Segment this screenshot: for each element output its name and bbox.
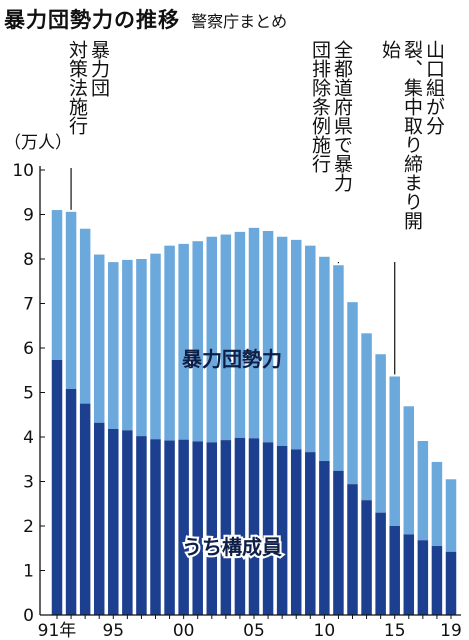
bar-members [305, 452, 316, 615]
x-tick-label: 91年 [38, 621, 77, 640]
bar-members [417, 540, 429, 615]
bar-members [248, 438, 260, 615]
y-axis-unit-label: （万人） [4, 133, 72, 153]
x-tick-label: 95 [102, 621, 124, 640]
bar-members [319, 461, 330, 615]
annotation-text: 対策法施行 [66, 40, 88, 135]
bar-members [220, 440, 232, 615]
bar-members [276, 445, 288, 615]
y-tick-label: 7 [23, 295, 34, 315]
bar-members [234, 437, 246, 615]
y-tick-label: 9 [23, 206, 34, 226]
x-tick-label: 00 [173, 621, 195, 640]
series-label-total: 暴力団勢力 [182, 347, 282, 371]
annotation-leaders [70, 168, 396, 375]
bar-members [108, 428, 119, 615]
bar-members [122, 430, 133, 615]
bar-total [262, 230, 274, 443]
bar-total [333, 265, 344, 471]
bar-members [65, 388, 77, 615]
x-tick-label: 19 [440, 621, 462, 640]
annotation-text: 裂、集中取り締まり開 [401, 40, 423, 230]
bar-total [122, 259, 133, 431]
annotation-text: 山口組が分 [423, 40, 445, 135]
y-tick-label: 0 [23, 606, 34, 626]
annotation-text: 全都道府県で暴力 [331, 40, 353, 192]
y-tick-label: 8 [23, 250, 34, 270]
bar-total [276, 236, 288, 446]
bar-total [347, 302, 358, 485]
y-tick-label: 3 [23, 473, 34, 493]
bar-total [290, 239, 302, 450]
y-tick-label: 6 [23, 339, 34, 359]
bar-members [431, 546, 443, 615]
bar-total [234, 231, 246, 438]
bar-total [79, 228, 91, 404]
bar-members [192, 441, 203, 615]
title-bar: 暴力団勢力の推移 警察庁まとめ [4, 4, 287, 34]
bar-members [347, 484, 358, 615]
bar-members [79, 403, 91, 615]
annotation-text: 暴力団 [88, 40, 110, 97]
bar-members [262, 442, 274, 615]
bar-total [164, 245, 175, 441]
bar-total [192, 241, 203, 442]
bar-members [136, 436, 147, 615]
y-tick-label: 2 [23, 517, 34, 537]
axes: 0 1 2 3 4 5 6 7 8 9 10 （万人） 91年 95 00 05 10 15 19 [4, 133, 462, 640]
bar-total [93, 254, 105, 423]
series-label-members: うち構成員 [182, 535, 282, 559]
bar-members [389, 526, 400, 615]
y-tick-label: 4 [23, 428, 34, 448]
bar-total [375, 354, 386, 513]
bar-members [403, 534, 415, 615]
bar-total [417, 441, 429, 541]
bar-total [445, 479, 457, 552]
bar-members [164, 440, 175, 615]
bar-total [403, 406, 415, 535]
bar-total [51, 210, 63, 361]
bar-members [333, 470, 344, 615]
y-tick-label: 10 [12, 161, 34, 181]
bar-total [108, 262, 119, 429]
bar-total [248, 227, 260, 439]
bar-members [445, 551, 457, 615]
annotation-text: 団排除条例施行 [309, 40, 331, 173]
x-tick-label: 10 [314, 621, 336, 640]
bar-total [431, 461, 443, 547]
x-tick-label: 05 [243, 621, 265, 640]
chart-title: 暴力団勢力の推移 [4, 8, 180, 32]
bar-members [51, 360, 63, 615]
bar-total [150, 253, 161, 440]
bar-members [150, 439, 161, 615]
bar-total [220, 234, 232, 441]
bar-members [361, 500, 372, 615]
bar-total [319, 256, 330, 462]
bar-total [65, 211, 77, 389]
x-tick-label: 15 [384, 621, 406, 640]
bar-total [389, 376, 400, 526]
bar-members [93, 422, 105, 615]
annotation-text: 始 [379, 40, 401, 59]
bar-total [178, 243, 189, 440]
bars [51, 210, 457, 615]
bar-members [375, 512, 386, 615]
bar-total [361, 333, 372, 501]
y-tick-label: 5 [23, 384, 34, 404]
chart-source: 警察庁まとめ [191, 12, 288, 31]
bar-members [290, 449, 302, 615]
bar-total [305, 245, 316, 453]
bar-total [206, 236, 218, 443]
bar-members [206, 442, 218, 615]
bar-members [178, 439, 189, 615]
bar-total [136, 259, 147, 437]
y-tick-label: 1 [23, 562, 34, 582]
